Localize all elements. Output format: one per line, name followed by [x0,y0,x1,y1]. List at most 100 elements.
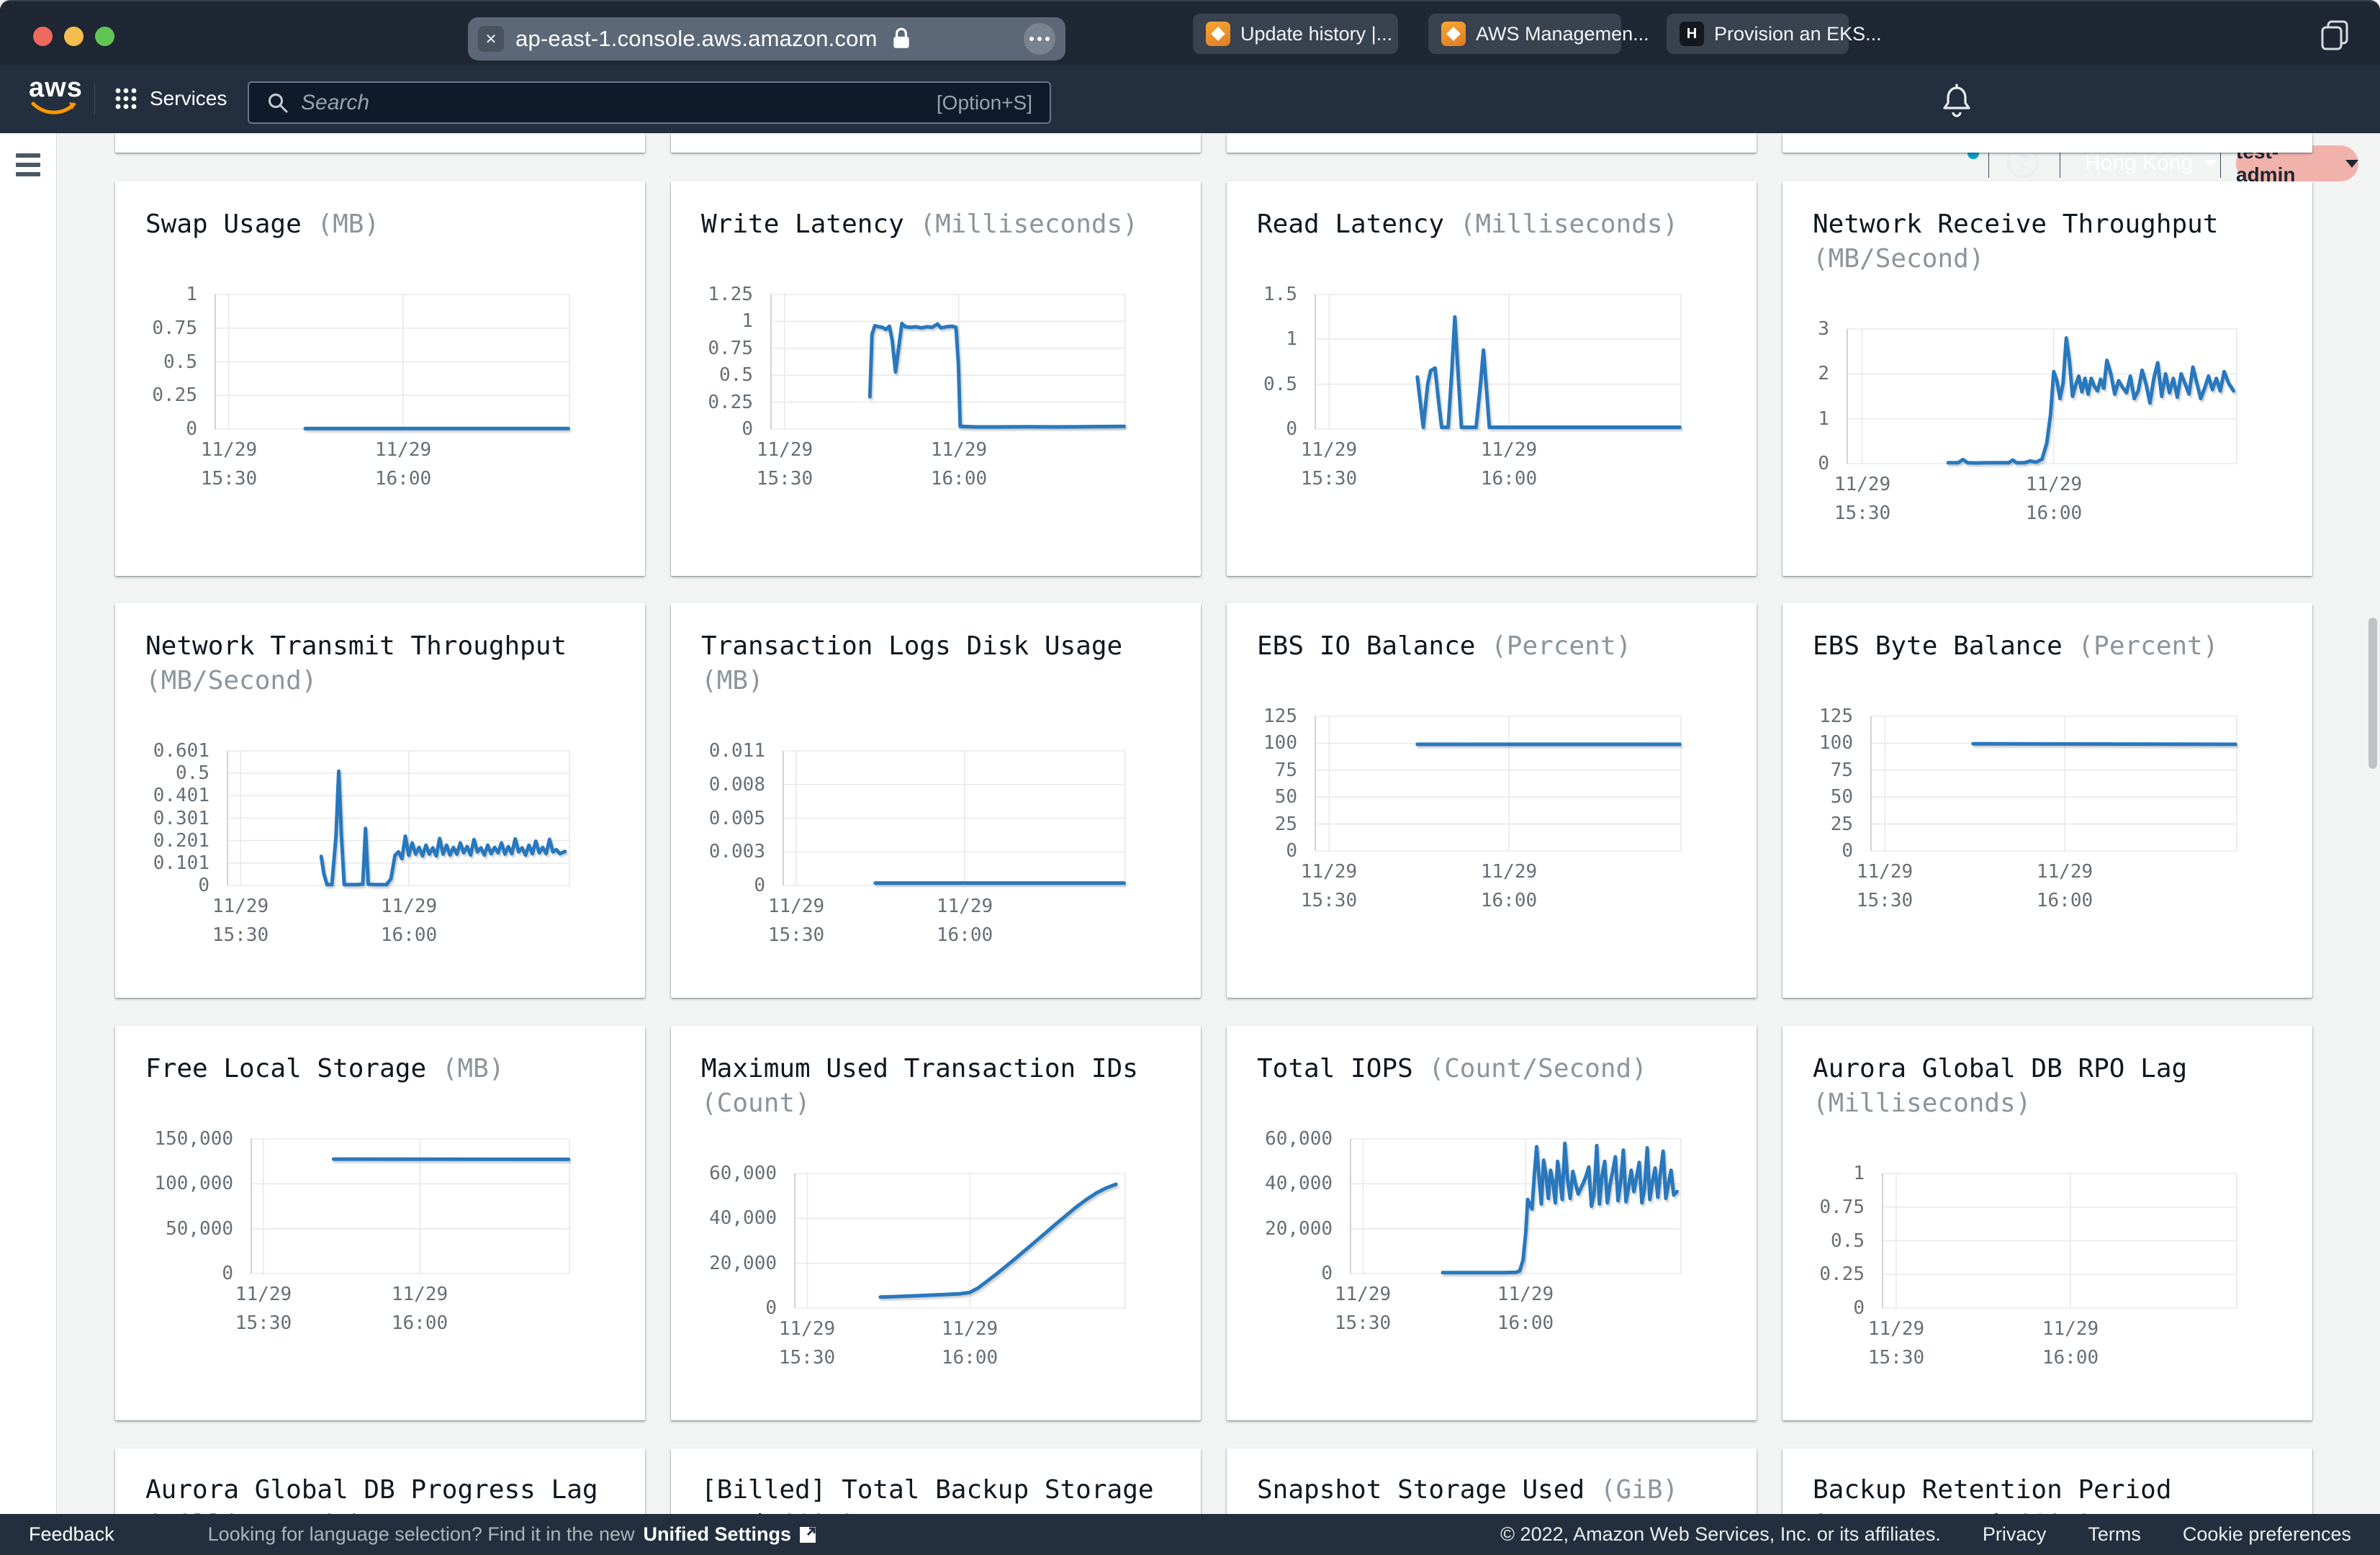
x-tick-label-date: 11/29 [212,896,269,917]
y-tick-label: 50,000 [166,1218,233,1240]
divider [2220,146,2221,178]
chart-title: EBS Byte Balance (Percent) [1782,603,2312,664]
y-tick-label: 40,000 [1265,1173,1333,1194]
chart-unit-text: (GiB) [1600,1475,1679,1505]
chart-title-text: EBS IO Balance [1257,631,1476,661]
y-tick-label: 125 [1819,706,1853,727]
chart-plot-area [1882,1173,2237,1309]
y-tick-label: 60,000 [709,1163,777,1184]
chart-title: Network Receive Throughput (MB/Second) [1782,181,2312,276]
cookie-preferences-link[interactable]: Cookie preferences [2182,1523,2351,1545]
region-selector[interactable]: Hong Kong [2085,151,2218,176]
x-tick-label-date: 11/29 [200,439,258,461]
x-tick-label-date: 11/29 [1334,1284,1392,1305]
tab-favicon-icon: ✕ [478,26,504,52]
x-tick-label-time: 16:00 [2036,890,2093,911]
y-tick-label: 0.5 [176,762,209,784]
chart-card-ebs-byte-balance-percent[interactable]: EBS Byte Balance (Percent) 125 100 75 50 25 0 1… [1782,603,2312,998]
terms-link[interactable]: Terms [2088,1523,2141,1545]
chevron-down-icon [2345,159,2358,168]
y-tick-label: 0 [186,418,197,440]
browser-tab-provision-eks[interactable]: H Provision an EKS... [1667,14,1882,54]
y-tick-label: 1 [1286,328,1297,350]
chart-card-aurora-global-db-rpo-lag-milliseconds[interactable]: Aurora Global DB RPO Lag (Milliseconds) 1… [1782,1026,2312,1420]
chart-line-series [867,321,1126,429]
chart-unit-text: (Milliseconds) [919,209,1138,239]
aws-console-favicon-icon [1441,22,1466,46]
chart-card-cut-off-top[interactable] [671,133,1201,153]
y-tick-label: 1.5 [1263,284,1297,305]
y-tick-label: 0.75 [708,338,753,359]
chart-card-read-latency-milliseconds[interactable]: Read Latency (Milliseconds) 1.5 1 0.5 0 11/29… [1227,181,1757,576]
close-window-button[interactable] [33,27,53,46]
x-tick-label-time: 15:30 [1300,890,1358,911]
chart-card-network-transmit-throughput-mb-second[interactable]: Network Transmit Throughput (MB/Second) 0… [115,603,645,998]
chart-title-text: Swap Usage [145,209,302,239]
url-text: ap-east-1.console.aws.amazon.com [515,26,878,51]
copy-tabs-icon[interactable] [2318,19,2351,52]
chart-card-network-receive-throughput-mb-second[interactable]: Network Receive Throughput (MB/Second) 3 2… [1782,181,2312,576]
x-tick-label-date: 11/29 [941,1318,999,1340]
chart-plot-area [770,294,1126,430]
apps-grid-icon [115,88,137,109]
aws-logo[interactable]: aws [29,74,82,122]
y-tick-label: 0.008 [708,774,765,795]
services-menu-button[interactable]: Services [115,81,227,117]
x-tick-label-time: 16:00 [1497,1312,1554,1334]
aws-console-favicon-icon [1206,22,1230,46]
zoom-window-button[interactable] [95,27,114,46]
chevron-down-icon [2204,159,2218,168]
browser-tab-update-history[interactable]: Update history |... [1193,14,1398,54]
x-tick-label-date: 11/29 [2036,861,2093,883]
chart-card-free-local-storage-mb[interactable]: Free Local Storage (MB) 150,000 100,000 50,… [115,1026,645,1420]
x-tick-label-date: 11/29 [930,439,988,461]
y-tick-label: 0 [1286,418,1297,440]
chart-card-maximum-used-transaction-ids-count[interactable]: Maximum Used Transaction IDs (Count) 60,0… [671,1026,1201,1420]
chart-card-cut-off-top[interactable] [115,133,645,153]
y-tick-label: 0.75 [1819,1196,1865,1218]
y-tick-label: 100 [1263,732,1297,754]
open-menu-button[interactable] [16,153,42,178]
chart-card-total-iops-count-second[interactable]: Total IOPS (Count/Second) 60,000 40,000 20,… [1227,1026,1757,1420]
chart-title-text: Aurora Global DB Progress Lag [145,1475,598,1505]
chart-card-ebs-io-balance-percent[interactable]: EBS IO Balance (Percent) 125 100 75 50 25 0 11/… [1227,603,1757,998]
chart-unit-text: (Count/Second) [1428,1054,1647,1083]
chart-unit-text: (MB) [317,209,380,239]
chart-card-cut-off-top[interactable] [1227,133,1757,153]
y-tick-label: 0.011 [708,740,765,762]
scrollbar[interactable] [2368,618,2377,769]
chart-title-text: Transaction Logs Disk Usage [701,631,1123,661]
privacy-link[interactable]: Privacy [1982,1523,2047,1545]
y-tick-label: 50 [1830,786,1853,808]
address-bar[interactable]: ✕ ap-east-1.console.aws.amazon.com [468,17,1065,60]
search-shortcut-hint: [Option+S] [936,91,1032,114]
chart-plot-area [215,294,570,431]
chart-title: Write Latency (Milliseconds) [671,181,1201,242]
chart-line-series [1415,315,1682,429]
page-options-icon[interactable] [1024,23,1055,55]
y-tick-label: 25 [1830,813,1853,835]
y-tick-label: 0.401 [153,785,209,806]
notifications-bell-icon[interactable] [1939,82,1975,118]
chart-card-swap-usage-mb[interactable]: Swap Usage (MB) 1 0.75 0.5 0.25 0 11/29 15:30 11… [115,181,645,576]
y-tick-label: 0 [1853,1297,1865,1319]
feedback-button[interactable]: Feedback [29,1523,114,1545]
y-tick-label: 0.5 [1263,374,1297,395]
y-tick-label: 1.25 [708,284,753,305]
y-tick-label: 75 [1274,760,1297,781]
minimize-window-button[interactable] [64,27,84,46]
chart-card-write-latency-milliseconds[interactable]: Write Latency (Milliseconds) 1.25 1 0.75 0.5… [671,181,1201,576]
y-tick-label: 3 [1818,318,1829,340]
browser-tab-aws-management[interactable]: AWS Managemen... [1428,14,1649,54]
y-tick-label: 1 [186,284,197,305]
chart-title-text: Snapshot Storage Used [1257,1475,1585,1505]
y-tick-label: 0 [1842,840,1853,862]
y-tick-label: 100 [1819,732,1853,754]
chart-plot-area [794,1173,1126,1309]
x-tick-label-date: 11/29 [235,1284,292,1305]
chart-card-cut-off-top[interactable] [1782,133,2312,153]
search-input[interactable]: Search [Option+S] [248,81,1051,124]
x-tick-label-time: 16:00 [2042,1347,2099,1369]
unified-settings-link[interactable]: Unified Settings [643,1523,817,1546]
chart-card-transaction-logs-disk-usage-mb[interactable]: Transaction Logs Disk Usage (MB) 0.011 0.0… [671,603,1201,998]
